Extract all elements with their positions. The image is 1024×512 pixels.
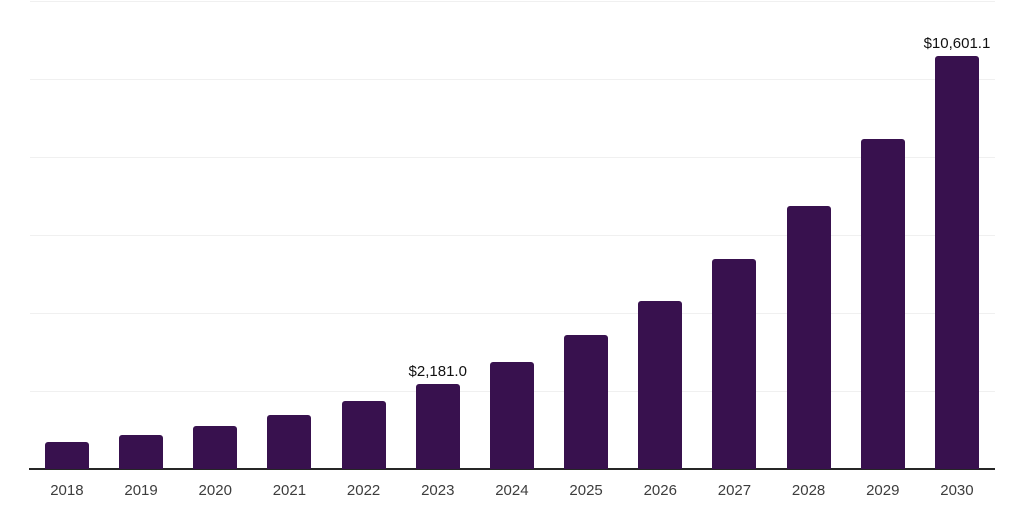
x-tick-label-2018: 2018 (50, 482, 84, 499)
x-tick-label-2019: 2019 (124, 482, 158, 499)
bar-2021 (267, 414, 312, 469)
gridline (30, 79, 995, 80)
gridline (30, 313, 995, 314)
x-tick-label-2021: 2021 (272, 482, 307, 499)
gridline (30, 157, 995, 158)
x-tick-label-2030: 2030 (940, 482, 974, 499)
x-tick-label-2020: 2020 (198, 482, 232, 499)
x-tick-label-2026: 2026 (643, 482, 677, 499)
bar-2022 (341, 401, 386, 469)
x-tick-label-2025: 2025 (569, 482, 603, 499)
bar-2020 (193, 425, 238, 469)
bar-2029 (860, 138, 905, 469)
gridline (30, 1, 995, 2)
bar-2023 (415, 383, 460, 469)
plot-area (29, 0, 995, 470)
bar-2019 (119, 434, 164, 469)
bar-2026 (638, 301, 683, 469)
bar-2027 (712, 258, 757, 469)
bar-2018 (44, 441, 89, 469)
x-axis-line (29, 468, 995, 470)
x-tick-label-2027: 2027 (717, 482, 752, 499)
data-label-2023: $2,181.0 (408, 362, 467, 380)
x-tick-label-2023: 2023 (421, 482, 455, 499)
data-label-2030: $10,601.1 (923, 34, 991, 52)
x-tick-label-2022: 2022 (346, 482, 381, 499)
bar-2028 (786, 205, 831, 469)
bar-2024 (489, 362, 534, 469)
x-tick-label-2028: 2028 (791, 482, 826, 499)
bar-2025 (564, 335, 609, 469)
x-tick-label-2029: 2029 (866, 482, 900, 499)
gridline (30, 235, 995, 236)
bar-2030 (934, 55, 979, 469)
x-tick-label-2024: 2024 (495, 482, 529, 499)
